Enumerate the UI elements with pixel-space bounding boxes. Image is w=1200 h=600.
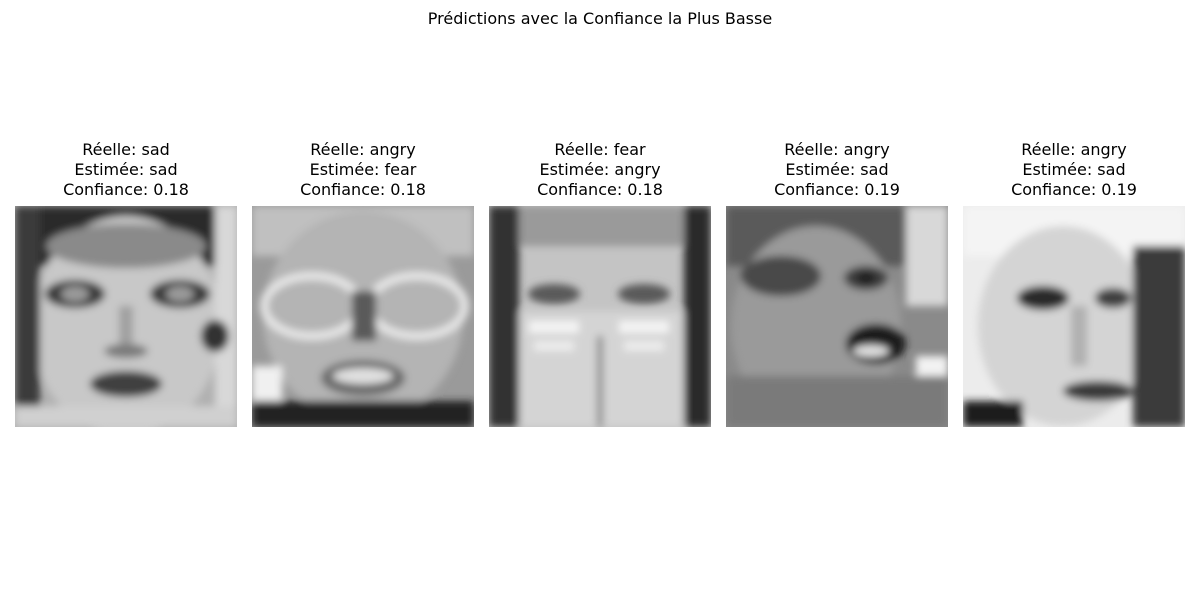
prediction-panel-3: Réelle: fear Estimée: angry Confiance: 0… [489,140,711,427]
predicted-label-line: Estimée: fear [309,160,417,179]
face-image [15,206,237,427]
panel-title: Réelle: sad Estimée: sad Confiance: 0.18 [15,140,237,200]
figure-title: Prédictions avec la Confiance la Plus Ba… [427,9,773,28]
face-image [489,206,711,427]
predicted-label-line: Estimée: sad [785,160,889,179]
prediction-panel-2: Réelle: angry Estimée: fear Confiance: 0… [252,140,474,427]
confidence-line: Confiance: 0.19 [774,180,900,199]
predicted-label-line: Estimée: sad [74,160,178,179]
prediction-panel-1: Réelle: sad Estimée: sad Confiance: 0.18 [15,140,237,427]
prediction-panel-5: Réelle: angry Estimée: sad Confiance: 0.… [963,140,1185,427]
prediction-panel-4: Réelle: angry Estimée: sad Confiance: 0.… [726,140,948,427]
true-label-line: Réelle: sad [82,140,170,159]
predicted-label-line: Estimée: sad [1022,160,1126,179]
confidence-line: Confiance: 0.18 [300,180,426,199]
true-label-line: Réelle: angry [784,140,890,159]
true-label-line: Réelle: angry [1021,140,1127,159]
panel-title: Réelle: angry Estimée: sad Confiance: 0.… [963,140,1185,200]
panel-title: Réelle: angry Estimée: sad Confiance: 0.… [726,140,948,200]
confidence-line: Confiance: 0.19 [1011,180,1137,199]
confidence-line: Confiance: 0.18 [63,180,189,199]
panel-title: Réelle: fear Estimée: angry Confiance: 0… [489,140,711,200]
panel-title: Réelle: angry Estimée: fear Confiance: 0… [252,140,474,200]
confidence-line: Confiance: 0.18 [537,180,663,199]
face-image [252,206,474,427]
true-label-line: Réelle: fear [554,140,646,159]
face-image [963,206,1185,427]
predicted-label-line: Estimée: angry [539,160,661,179]
face-image [726,206,948,427]
true-label-line: Réelle: angry [310,140,416,159]
